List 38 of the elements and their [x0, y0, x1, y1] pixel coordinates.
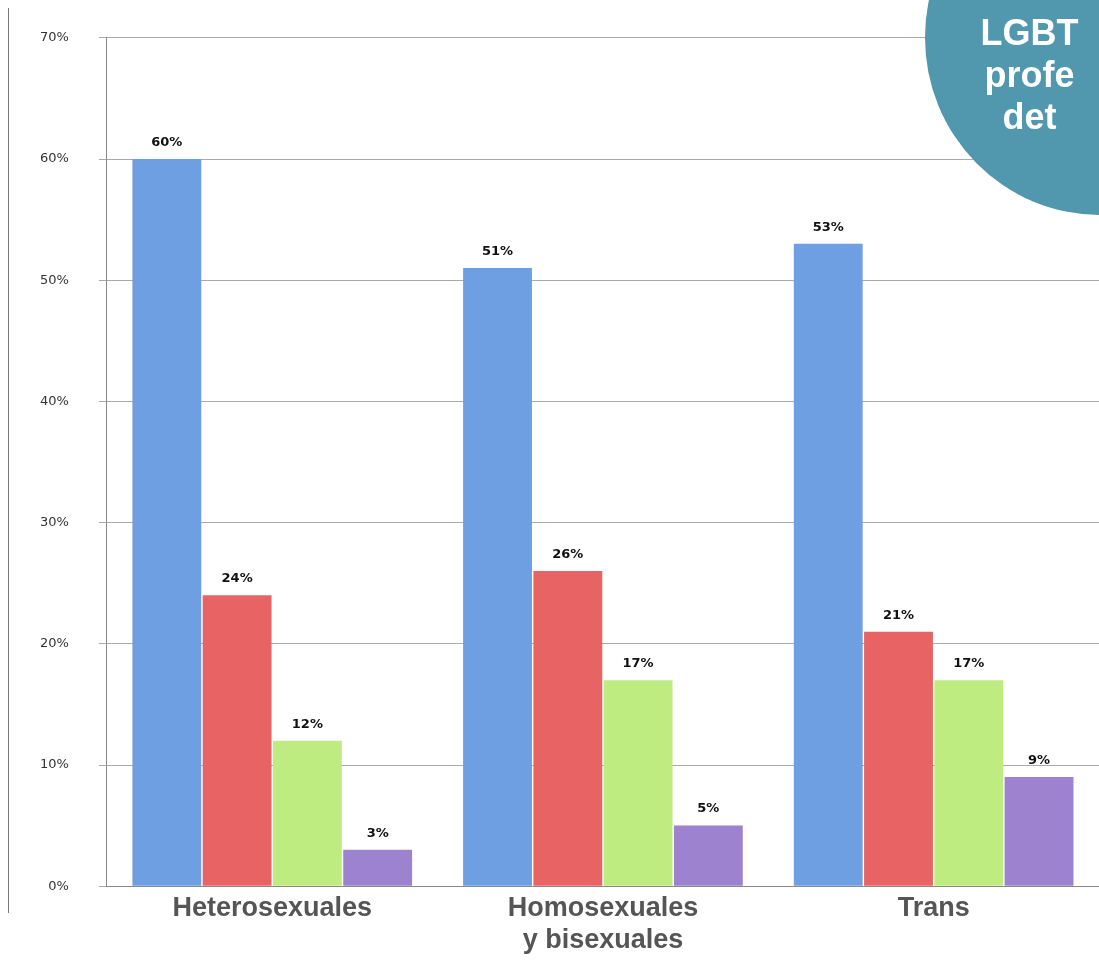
y-tick-label: 10%: [39, 756, 69, 772]
x-tick-label: Homosexuales y bisexuales: [507, 891, 699, 955]
y-tick-label: 50%: [39, 271, 69, 287]
data-label: 3%: [366, 824, 389, 840]
y-tick-label: 40%: [39, 392, 69, 408]
bar: [463, 268, 532, 886]
annotation: det: [1001, 96, 1058, 138]
bar: [272, 740, 342, 886]
data-label: 17%: [953, 655, 985, 671]
data-label: 60%: [151, 133, 183, 149]
data-label: 9%: [1028, 751, 1051, 767]
data-label: 26%: [552, 545, 584, 561]
data-label: 24%: [221, 570, 253, 586]
bar: [132, 159, 202, 886]
y-tick-label: 70%: [39, 29, 69, 45]
x-tick-label: Heterosexuales: [172, 891, 373, 922]
data-label: 17%: [622, 655, 654, 671]
y-tick-label: 30%: [39, 513, 69, 529]
annotation: LGBT: [979, 12, 1080, 54]
bar: [793, 243, 863, 886]
bar: [343, 849, 413, 886]
data-label: 12%: [291, 715, 323, 731]
annotation: profe: [983, 54, 1076, 96]
bar: [1004, 777, 1074, 886]
bar: [202, 595, 272, 886]
y-tick-label: 20%: [39, 635, 69, 651]
bar: [934, 680, 1004, 886]
bar: [603, 680, 673, 886]
bar: [864, 631, 933, 886]
data-label: 21%: [882, 606, 915, 622]
data-label: 51%: [481, 242, 514, 258]
y-tick-label: 60%: [39, 150, 69, 166]
data-label: 5%: [697, 800, 720, 816]
bar: [673, 825, 743, 886]
bar: [533, 571, 603, 886]
x-tick-label: Trans: [897, 891, 970, 922]
y-tick-label: 0%: [48, 877, 69, 893]
data-label: 53%: [812, 218, 844, 234]
